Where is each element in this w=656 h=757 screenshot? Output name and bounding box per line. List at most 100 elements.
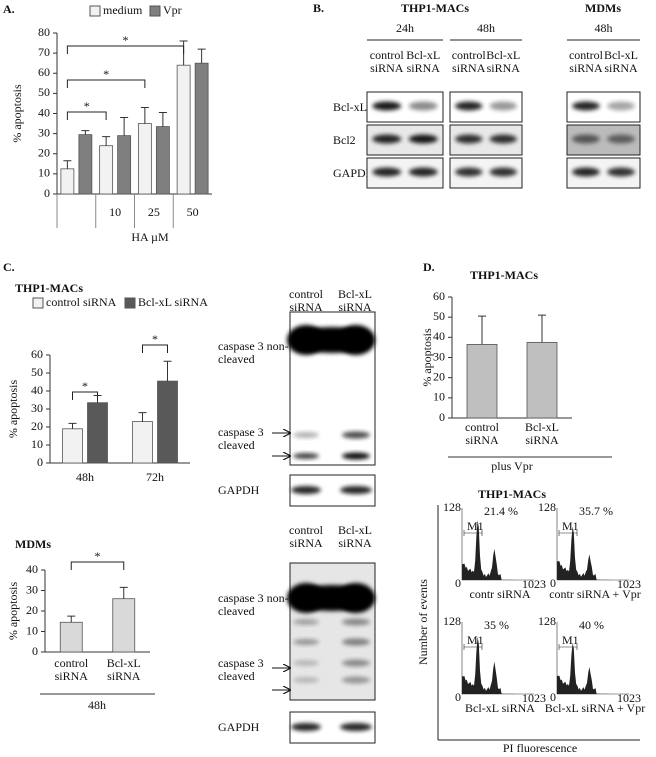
y-tick-label: 50 — [38, 85, 50, 99]
blot-band — [293, 660, 319, 666]
significance-bracket — [72, 391, 98, 400]
x-tick-label: Bcl-xL siRNA — [525, 420, 559, 448]
y-axis-label: % apoptosis — [10, 84, 24, 143]
y-tick-label: 0 — [439, 410, 445, 424]
blot-band — [572, 134, 600, 144]
y-tick-label: 60 — [31, 347, 43, 361]
error-bar — [163, 360, 172, 382]
lane-label: Bcl-xL siRNA — [406, 48, 441, 76]
y-tick-label: 30 — [38, 125, 50, 139]
blot-band — [408, 134, 438, 144]
significance-bracket — [66, 45, 185, 54]
y-tick-label: 40 — [26, 562, 38, 576]
y-tick-label: 80 — [38, 25, 50, 39]
hist-x-max: 1023 — [617, 691, 641, 705]
panel-label: D. — [423, 260, 435, 274]
error-bar — [538, 314, 546, 343]
y-tick-label: 0 — [32, 644, 38, 658]
histogram — [462, 520, 534, 580]
lane-label: control siRNA — [568, 48, 603, 76]
significance-star: * — [123, 33, 129, 47]
legend-swatch — [124, 297, 136, 309]
y-tick-label: 10 — [433, 390, 445, 404]
timepoint-label: 48h — [477, 21, 495, 35]
blot-band — [293, 453, 319, 459]
bar — [466, 343, 498, 419]
x-axis-label: 48h — [88, 698, 106, 712]
hist-origin: 0 — [550, 690, 556, 704]
y-tick-label: 50 — [31, 365, 43, 379]
y-tick-label: 20 — [38, 146, 50, 160]
bar — [157, 380, 178, 464]
row-label: Bcl-xL — [333, 100, 367, 114]
x-tick-label: 10 — [109, 205, 121, 219]
hist-percent: 40 % — [579, 618, 604, 632]
hist-label: contr siRNA — [470, 587, 531, 601]
panel-label: B. — [313, 1, 324, 15]
significance-star: * — [103, 67, 109, 81]
error-bar — [478, 315, 486, 345]
blot-band — [293, 619, 319, 625]
gate-label: M1 — [467, 519, 484, 533]
x-tick-label: 25 — [148, 205, 160, 219]
blot-band — [337, 583, 375, 613]
legend-swatch — [89, 5, 101, 17]
lane-label: control siRNA — [289, 523, 323, 551]
bar — [117, 135, 132, 195]
hist-origin: 0 — [455, 690, 461, 704]
hist-origin: 0 — [550, 576, 556, 590]
y-axis-label: % apoptosis — [420, 328, 434, 387]
blot-band — [291, 723, 321, 731]
y-tick-label: 20 — [433, 369, 445, 383]
bar — [62, 428, 83, 464]
hist-label: Bcl-xL siRNA + Vpr — [545, 701, 645, 715]
y-tick-label: 60 — [38, 65, 50, 79]
gate-label: M1 — [467, 633, 484, 647]
error-bar — [120, 117, 129, 136]
hist-y-max: 128 — [443, 500, 461, 514]
bar — [155, 126, 170, 195]
y-tick-label: 40 — [38, 105, 50, 119]
loading-label: GAPDH — [218, 720, 260, 734]
hist-label: Bcl-xL siRNA — [465, 701, 535, 715]
blot-band — [342, 638, 370, 646]
blot-band — [337, 325, 375, 355]
blot-band — [287, 325, 325, 355]
error-bar — [197, 48, 206, 64]
blot-band — [293, 639, 319, 645]
gate-marker — [463, 530, 483, 536]
lane-label: Bcl-xL siRNA — [338, 523, 372, 551]
blot-band — [342, 659, 370, 667]
x-axis-label: plus Vpr — [491, 459, 532, 473]
y-axis-label: % apoptosis — [6, 380, 20, 439]
x-tick-label: Bcl-xL siRNA — [106, 656, 141, 684]
y-tick-label: 70 — [38, 45, 50, 59]
timepoint-label: 24h — [396, 21, 414, 35]
error-bar — [68, 422, 77, 429]
lane-label: Bcl-xL siRNA — [604, 48, 639, 76]
significance-star: * — [95, 549, 101, 563]
legend-label: medium — [103, 3, 143, 17]
blot-band — [342, 431, 370, 439]
hist-x-max: 1023 — [522, 691, 546, 705]
legend-label: Vpr — [163, 3, 182, 17]
hist-percent: 21.4 % — [484, 504, 518, 518]
bar — [60, 168, 75, 195]
error-bar — [119, 586, 128, 599]
timepoint-label: 48h — [595, 21, 613, 35]
significance-bracket — [66, 111, 107, 120]
hist-y-max: 128 — [538, 614, 556, 628]
chart-title: MDMs — [15, 537, 51, 551]
blot-band — [408, 167, 438, 177]
significance-star: * — [152, 332, 158, 346]
blot-band — [455, 167, 483, 177]
y-tick-label: 30 — [31, 401, 43, 415]
caspase-label: caspase 3 non-cleaved — [218, 591, 289, 619]
error-bar — [67, 615, 76, 623]
blot-band — [291, 486, 321, 494]
legend-label: control siRNA — [46, 295, 117, 309]
error-bar — [138, 412, 147, 422]
bar — [99, 145, 114, 195]
